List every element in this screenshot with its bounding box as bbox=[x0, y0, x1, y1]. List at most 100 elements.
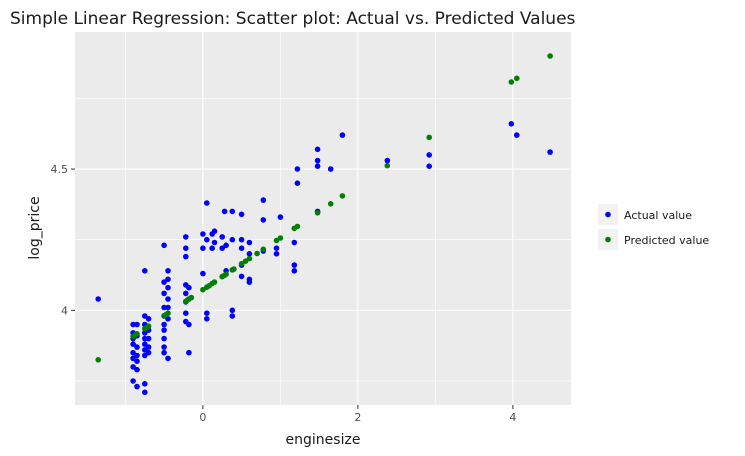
data-point bbox=[183, 310, 189, 317]
data-point bbox=[142, 341, 148, 348]
data-point bbox=[384, 162, 391, 169]
data-point bbox=[165, 296, 171, 302]
data-point bbox=[142, 389, 148, 396]
data-point bbox=[165, 355, 171, 362]
data-point bbox=[314, 146, 321, 153]
data-point bbox=[134, 344, 140, 350]
data-point bbox=[291, 262, 298, 268]
data-point bbox=[145, 344, 152, 350]
data-point bbox=[183, 290, 189, 297]
data-point bbox=[204, 310, 210, 317]
data-point bbox=[134, 383, 140, 390]
data-point bbox=[294, 180, 301, 186]
data-point bbox=[231, 266, 237, 272]
legend-label: Actual value bbox=[624, 209, 692, 222]
data-point bbox=[273, 251, 280, 257]
data-point bbox=[327, 166, 334, 172]
data-point bbox=[314, 163, 321, 169]
data-point bbox=[426, 163, 433, 169]
data-point bbox=[130, 378, 136, 384]
data-point bbox=[165, 284, 171, 291]
data-point bbox=[211, 279, 218, 285]
data-point bbox=[145, 349, 152, 356]
data-point bbox=[246, 279, 253, 285]
data-point bbox=[130, 321, 136, 328]
data-point bbox=[165, 316, 171, 322]
data-point bbox=[221, 208, 228, 215]
data-point bbox=[134, 352, 140, 359]
data-point bbox=[95, 296, 101, 302]
legend-key-point bbox=[605, 211, 611, 218]
data-point bbox=[339, 193, 346, 199]
data-point bbox=[223, 271, 229, 278]
data-point bbox=[183, 234, 189, 240]
data-point bbox=[188, 294, 195, 301]
data-point bbox=[183, 253, 189, 260]
data-point bbox=[260, 217, 267, 223]
points-layer bbox=[95, 53, 553, 396]
data-point bbox=[204, 316, 210, 322]
data-point bbox=[514, 132, 520, 138]
data-point bbox=[142, 381, 148, 387]
data-point bbox=[134, 366, 140, 373]
data-point bbox=[219, 245, 225, 251]
data-point bbox=[145, 323, 152, 330]
data-point bbox=[238, 245, 245, 251]
x-tick-label: 0 bbox=[199, 411, 206, 424]
series-predicted bbox=[95, 53, 553, 363]
data-point bbox=[277, 235, 284, 241]
data-point bbox=[327, 201, 334, 207]
data-point bbox=[161, 321, 167, 328]
data-point bbox=[291, 268, 298, 274]
data-point bbox=[200, 231, 206, 237]
data-point bbox=[204, 236, 210, 243]
data-point bbox=[514, 75, 520, 82]
data-point bbox=[130, 349, 136, 356]
data-point bbox=[165, 276, 171, 283]
y-axis-title: log_price bbox=[27, 196, 43, 259]
data-point bbox=[246, 255, 253, 262]
x-tick-label: 2 bbox=[354, 411, 361, 424]
data-point bbox=[161, 335, 167, 342]
legend-key-point bbox=[605, 236, 611, 243]
data-point bbox=[246, 239, 253, 246]
data-point bbox=[229, 208, 236, 215]
data-point bbox=[161, 327, 167, 333]
data-point bbox=[223, 242, 229, 249]
data-point bbox=[211, 228, 218, 234]
data-point bbox=[229, 307, 236, 314]
data-point bbox=[339, 132, 346, 138]
data-point bbox=[161, 242, 167, 249]
data-point bbox=[186, 321, 192, 328]
y-axis-ticks: 44.5 bbox=[51, 163, 75, 317]
data-point bbox=[134, 321, 140, 328]
x-axis-title: enginesize bbox=[286, 432, 361, 448]
legend-label: Predicted value bbox=[624, 234, 709, 247]
data-point bbox=[145, 335, 152, 342]
data-point bbox=[426, 152, 433, 158]
data-point bbox=[294, 223, 301, 230]
data-point bbox=[219, 234, 225, 240]
data-point bbox=[200, 245, 206, 251]
data-point bbox=[130, 355, 136, 362]
data-point bbox=[314, 210, 321, 216]
data-point bbox=[134, 358, 140, 365]
data-point bbox=[211, 239, 218, 246]
data-point bbox=[165, 310, 171, 317]
data-point bbox=[314, 157, 321, 164]
y-tick-label: 4.5 bbox=[51, 163, 69, 176]
x-tick-label: 4 bbox=[509, 411, 516, 424]
data-point bbox=[547, 149, 553, 155]
data-point bbox=[229, 313, 236, 319]
data-point bbox=[246, 251, 253, 257]
data-point bbox=[161, 344, 167, 350]
data-point bbox=[165, 304, 171, 311]
data-point bbox=[161, 349, 167, 356]
data-point bbox=[130, 341, 136, 348]
grid-major bbox=[75, 32, 571, 405]
data-point bbox=[254, 250, 260, 257]
data-point bbox=[547, 53, 553, 59]
plot-panel bbox=[75, 32, 571, 405]
data-point bbox=[229, 236, 236, 243]
